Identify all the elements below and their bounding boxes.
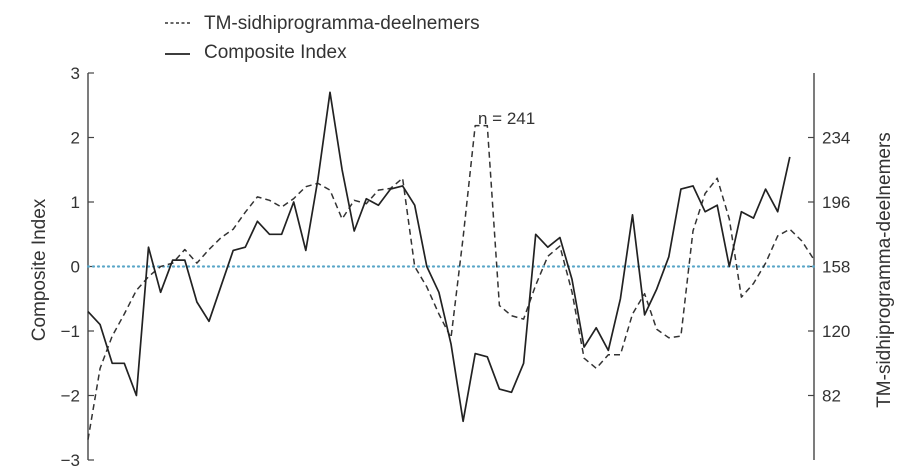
left-tick-label: 3 (71, 64, 80, 83)
series-line-composite-index (87, 91, 791, 423)
left-tick-label: −1 (61, 322, 80, 341)
left-tick-label: 1 (71, 193, 80, 212)
left-axis-title: Composite Index (29, 198, 50, 341)
left-tick-label: −3 (61, 451, 80, 470)
left-tick-label: 0 (71, 258, 80, 277)
left-y-axis: −3 −2 −1 0 1 2 3 (61, 64, 94, 470)
right-tick-label: 158 (822, 258, 850, 277)
series-line-tm-sidhi (87, 124, 815, 440)
left-tick-label: −2 (61, 387, 80, 406)
left-tick-label: 2 (71, 129, 80, 148)
right-tick-label: 120 (822, 322, 850, 341)
legend-label-tm-sidhi: TM-sidhiprogramma-deelnemers (204, 13, 480, 34)
right-tick-label: 82 (822, 387, 841, 406)
legend: TM-sidhiprogramma-deelnemers Composite I… (165, 13, 480, 63)
peak-annotation: n = 241 (478, 109, 535, 128)
right-tick-label: 196 (822, 193, 850, 212)
right-tick-label: 234 (822, 129, 850, 148)
right-axis-title: TM-sidhiprogramma-deelnemers (874, 132, 895, 408)
legend-label-composite-index: Composite Index (204, 42, 347, 63)
